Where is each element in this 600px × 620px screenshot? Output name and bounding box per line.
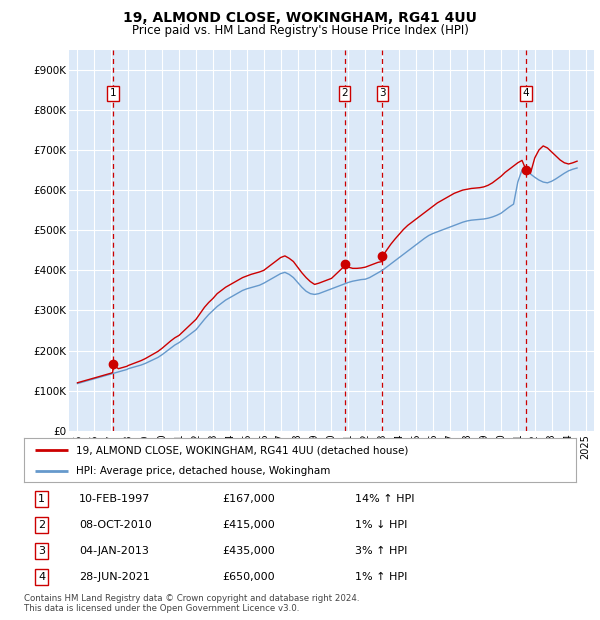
Text: Price paid vs. HM Land Registry's House Price Index (HPI): Price paid vs. HM Land Registry's House … [131,24,469,37]
Text: HPI: Average price, detached house, Wokingham: HPI: Average price, detached house, Woki… [76,466,331,476]
Text: 1% ↓ HPI: 1% ↓ HPI [355,520,407,530]
Text: 28-JUN-2021: 28-JUN-2021 [79,572,150,582]
Text: 1% ↑ HPI: 1% ↑ HPI [355,572,407,582]
Text: 1: 1 [110,89,116,99]
Text: £650,000: £650,000 [223,572,275,582]
Text: 10-FEB-1997: 10-FEB-1997 [79,494,151,504]
Text: 1: 1 [38,494,45,504]
Text: 14% ↑ HPI: 14% ↑ HPI [355,494,415,504]
Text: £415,000: £415,000 [223,520,275,530]
Text: 4: 4 [38,572,45,582]
Text: 04-JAN-2013: 04-JAN-2013 [79,546,149,556]
Text: 3: 3 [38,546,45,556]
Text: £167,000: £167,000 [223,494,275,504]
Text: 08-OCT-2010: 08-OCT-2010 [79,520,152,530]
Text: Contains HM Land Registry data © Crown copyright and database right 2024.
This d: Contains HM Land Registry data © Crown c… [24,594,359,613]
Text: 3: 3 [379,89,386,99]
Text: 2: 2 [341,89,348,99]
Text: £435,000: £435,000 [223,546,275,556]
Text: 19, ALMOND CLOSE, WOKINGHAM, RG41 4UU: 19, ALMOND CLOSE, WOKINGHAM, RG41 4UU [123,11,477,25]
Text: 3% ↑ HPI: 3% ↑ HPI [355,546,407,556]
Text: 4: 4 [523,89,529,99]
Text: 2: 2 [38,520,45,530]
Text: 19, ALMOND CLOSE, WOKINGHAM, RG41 4UU (detached house): 19, ALMOND CLOSE, WOKINGHAM, RG41 4UU (d… [76,445,409,455]
